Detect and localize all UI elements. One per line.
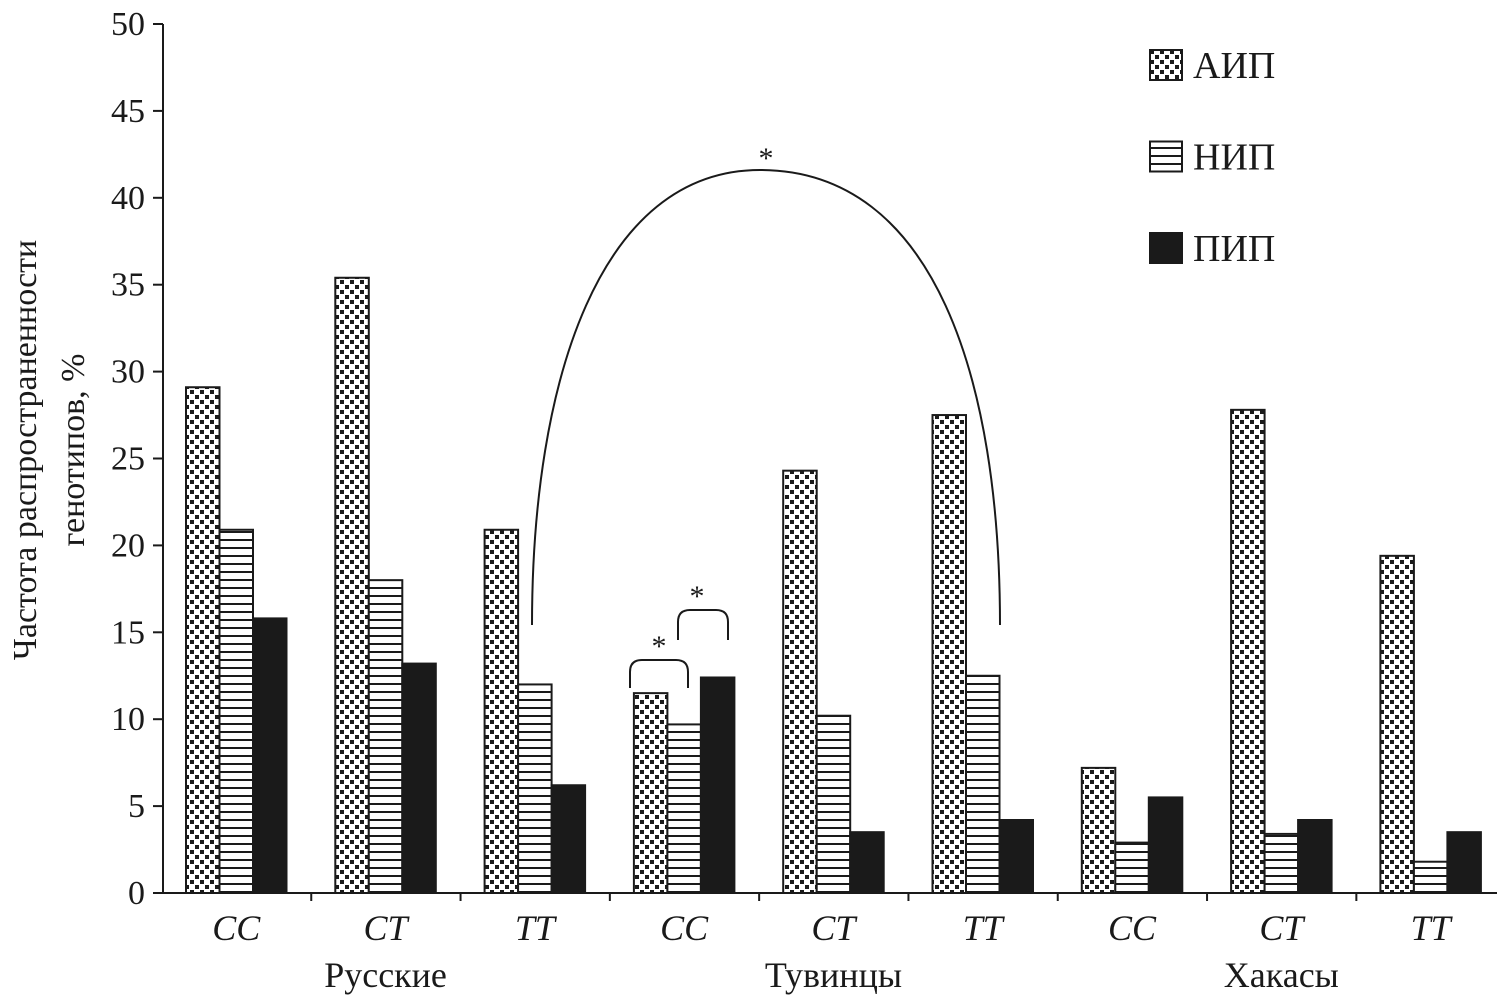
bar-НИП-Русские-TT (517, 683, 553, 894)
x-group-label: Русские (324, 955, 447, 995)
x-group-label: Хакасы (1224, 955, 1339, 995)
bar-ПИП-Тувинцы-CT (849, 831, 885, 894)
bar-АИП-Хакасы-CT (1230, 408, 1266, 894)
bar-НИП-Тувинцы-CT (815, 714, 852, 894)
legend-label: АИП (1193, 45, 1275, 87)
y-axis-title-line-1: Частота распространенности (7, 240, 44, 660)
bar-НИП-Хакасы-CC (1114, 841, 1150, 895)
legend: АИП НИП ПИП (1149, 45, 1275, 270)
y-tick-label: 45 (111, 93, 145, 130)
significance-star: * (690, 580, 705, 613)
bar-АИП-Русские-CC (185, 386, 221, 894)
y-tick-label: 10 (111, 701, 145, 738)
x-category-label: TT (515, 908, 558, 948)
x-category-label: CC (660, 908, 709, 948)
bar-АИП-Тувинцы-CC (632, 692, 669, 894)
x-category-label: CC (212, 908, 261, 948)
x-category-label: CT (364, 908, 411, 948)
bar-ПИП-Хакасы-CT (1297, 819, 1333, 895)
y-tick-label: 30 (111, 354, 145, 391)
significance-bracket (629, 659, 689, 688)
bar-НИП-Тувинцы-CC (666, 723, 702, 894)
significance-star: * (652, 630, 667, 663)
y-axis-title: Частота распространенности генотипов, % (7, 240, 92, 660)
significance-arc (531, 168, 1001, 626)
bar-АИП-Хакасы-TT (1379, 554, 1415, 894)
bar-АИП-Русские-TT (483, 528, 520, 894)
bar-НИП-Русские-CC (218, 528, 254, 894)
bar-ПИП-Тувинцы-TT (998, 819, 1034, 895)
y-axis-title-line-2: генотипов, % (55, 354, 92, 547)
legend-swatch (1149, 232, 1183, 264)
legend-label: ПИП (1193, 228, 1275, 270)
x-group-label: Тувинцы (765, 955, 902, 995)
bar-НИП-Русские-CT (367, 579, 404, 894)
x-category-label: CT (811, 908, 858, 948)
y-tick-label: 50 (111, 6, 145, 43)
y-tick-label: 15 (111, 614, 145, 651)
bar-ПИП-Тувинцы-CC (699, 676, 736, 894)
legend-swatch (1149, 140, 1183, 173)
significance-bracket (677, 609, 729, 640)
bar-НИП-Хакасы-TT (1412, 860, 1449, 895)
bar-НИП-Хакасы-CT (1263, 832, 1300, 895)
x-category-label: TT (1411, 908, 1454, 948)
bar-ПИП-Русские-CC (252, 617, 288, 894)
x-category-label: TT (963, 908, 1006, 948)
bar-ПИП-Русские-TT (550, 784, 587, 895)
legend-label: НИП (1193, 137, 1275, 179)
y-tick-label: 0 (128, 875, 145, 912)
bar-АИП-Хакасы-CC (1080, 766, 1117, 895)
significance-annotations: * * * (531, 142, 1001, 688)
x-category-label: CC (1108, 908, 1157, 948)
bar-ПИП-Русские-CT (401, 662, 437, 894)
bar-НИП-Тувинцы-TT (965, 674, 1001, 894)
bar-ПИП-Хакасы-TT (1446, 831, 1482, 894)
significance-star: * (759, 142, 774, 175)
y-tick-label: 20 (111, 527, 145, 564)
y-tick-label: 5 (128, 788, 145, 825)
y-tick-label: 35 (111, 267, 145, 304)
bar-АИП-Тувинцы-CT (782, 469, 818, 894)
bar-АИП-Русские-CT (334, 276, 370, 894)
bar-АИП-Тувинцы-TT (931, 414, 967, 894)
x-category-label: CT (1259, 908, 1306, 948)
legend-swatch (1149, 49, 1183, 81)
y-tick-label: 40 (111, 180, 145, 217)
bar-ПИП-Хакасы-CC (1147, 796, 1184, 894)
y-tick-label: 25 (111, 441, 145, 478)
